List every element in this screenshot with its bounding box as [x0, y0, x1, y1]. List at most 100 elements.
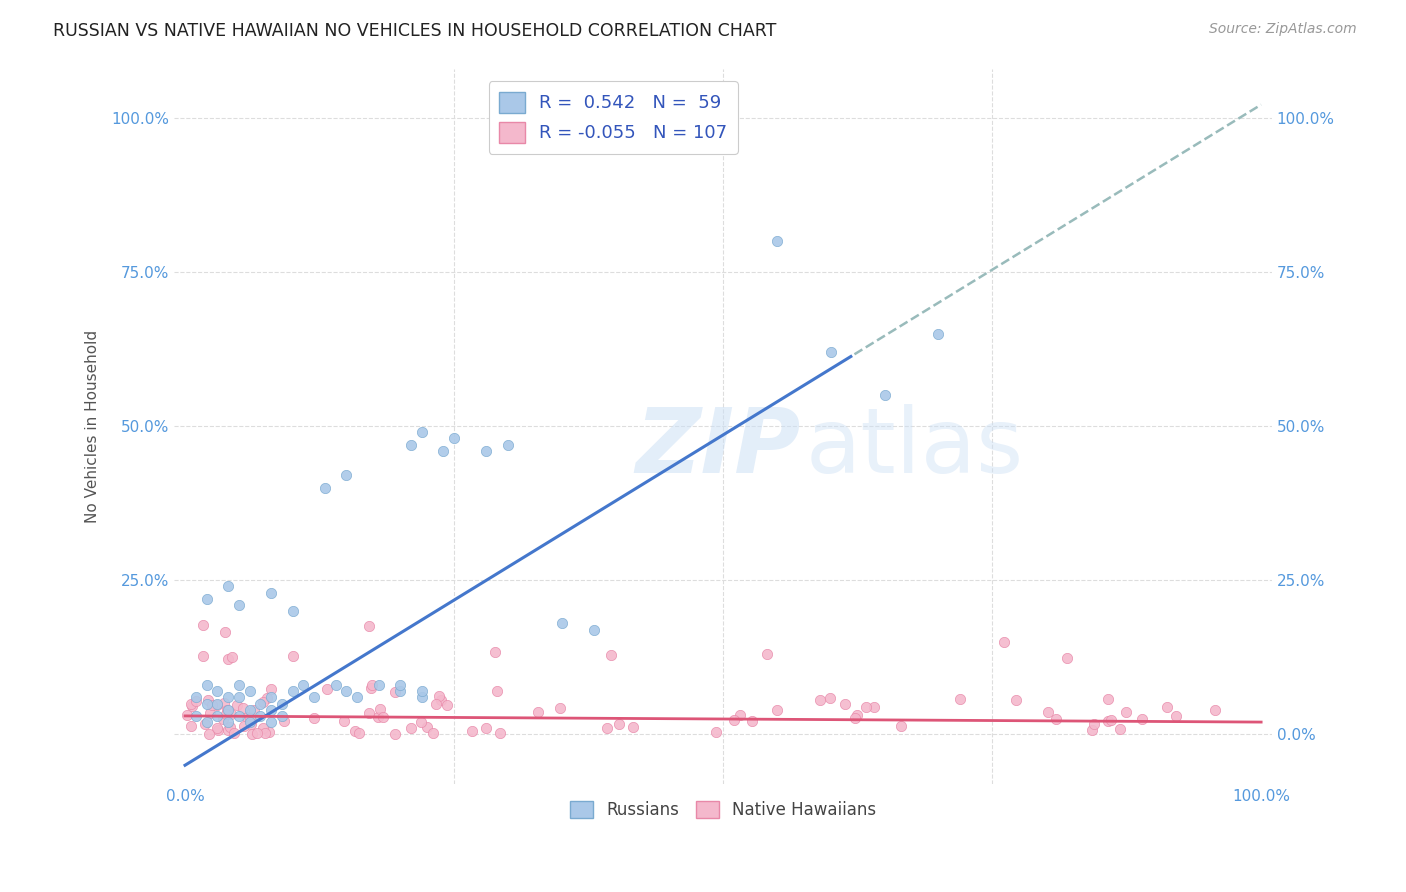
Point	[180, 719, 202, 733]
Point	[1130, 712, 1153, 726]
Point	[416, 720, 439, 734]
Point	[252, 695, 274, 709]
Point	[430, 693, 453, 707]
Point	[389, 684, 412, 698]
Point	[184, 709, 207, 723]
Point	[249, 697, 271, 711]
Point	[257, 725, 280, 739]
Point	[582, 623, 605, 637]
Point	[808, 693, 831, 707]
Point	[548, 701, 571, 715]
Point	[855, 699, 877, 714]
Point	[432, 443, 454, 458]
Point	[217, 579, 239, 593]
Point	[260, 585, 283, 599]
Point	[256, 691, 278, 706]
Point	[845, 707, 868, 722]
Point	[389, 678, 412, 692]
Point	[224, 725, 246, 739]
Point	[411, 690, 433, 705]
Point	[474, 721, 496, 735]
Point	[484, 645, 506, 659]
Point	[205, 698, 228, 712]
Point	[607, 716, 630, 731]
Point	[314, 481, 336, 495]
Point	[862, 700, 884, 714]
Point	[236, 710, 259, 724]
Point	[704, 725, 727, 739]
Point	[239, 711, 262, 725]
Point	[207, 723, 229, 737]
Point	[343, 724, 366, 739]
Point	[281, 649, 304, 664]
Point	[486, 684, 509, 698]
Point	[249, 709, 271, 723]
Point	[217, 703, 239, 717]
Point	[240, 727, 263, 741]
Point	[1109, 722, 1132, 736]
Point	[1097, 692, 1119, 706]
Point	[207, 684, 229, 698]
Point	[730, 708, 752, 723]
Point	[195, 697, 218, 711]
Point	[193, 648, 215, 663]
Point	[273, 714, 295, 728]
Point	[1005, 693, 1028, 707]
Point	[475, 443, 498, 458]
Point	[346, 690, 368, 705]
Point	[246, 726, 269, 740]
Legend: Russians, Native Hawaiians: Russians, Native Hawaiians	[562, 794, 883, 825]
Point	[292, 678, 315, 692]
Point	[411, 715, 433, 730]
Text: atlas: atlas	[806, 403, 1024, 491]
Point	[766, 703, 789, 717]
Point	[201, 698, 224, 712]
Point	[198, 706, 221, 720]
Point	[243, 703, 266, 717]
Y-axis label: No Vehicles in Household: No Vehicles in Household	[86, 329, 100, 523]
Point	[180, 699, 202, 714]
Point	[186, 694, 208, 708]
Point	[239, 684, 262, 698]
Point	[357, 706, 380, 721]
Point	[260, 681, 283, 696]
Point	[214, 625, 236, 640]
Point	[217, 690, 239, 705]
Point	[333, 714, 356, 728]
Point	[359, 618, 381, 632]
Point	[302, 690, 325, 705]
Point	[211, 712, 233, 726]
Point	[302, 711, 325, 725]
Point	[425, 698, 447, 712]
Point	[228, 690, 250, 705]
Point	[219, 720, 242, 734]
Point	[184, 690, 207, 705]
Point	[335, 468, 357, 483]
Point	[422, 726, 444, 740]
Point	[1099, 713, 1122, 727]
Point	[993, 634, 1015, 648]
Point	[212, 696, 235, 710]
Point	[399, 437, 422, 451]
Point	[1156, 699, 1178, 714]
Point	[254, 726, 277, 740]
Point	[844, 711, 866, 725]
Point	[360, 681, 382, 695]
Point	[347, 726, 370, 740]
Point	[488, 726, 510, 740]
Point	[195, 715, 218, 730]
Point	[1036, 705, 1059, 719]
Point	[361, 678, 384, 692]
Point	[228, 678, 250, 692]
Point	[315, 682, 337, 697]
Point	[215, 707, 238, 722]
Point	[260, 690, 283, 705]
Point	[228, 598, 250, 612]
Point	[1115, 706, 1137, 720]
Point	[176, 707, 198, 722]
Point	[191, 618, 214, 632]
Point	[527, 706, 550, 720]
Point	[240, 717, 263, 731]
Point	[1204, 703, 1226, 717]
Point	[820, 345, 842, 359]
